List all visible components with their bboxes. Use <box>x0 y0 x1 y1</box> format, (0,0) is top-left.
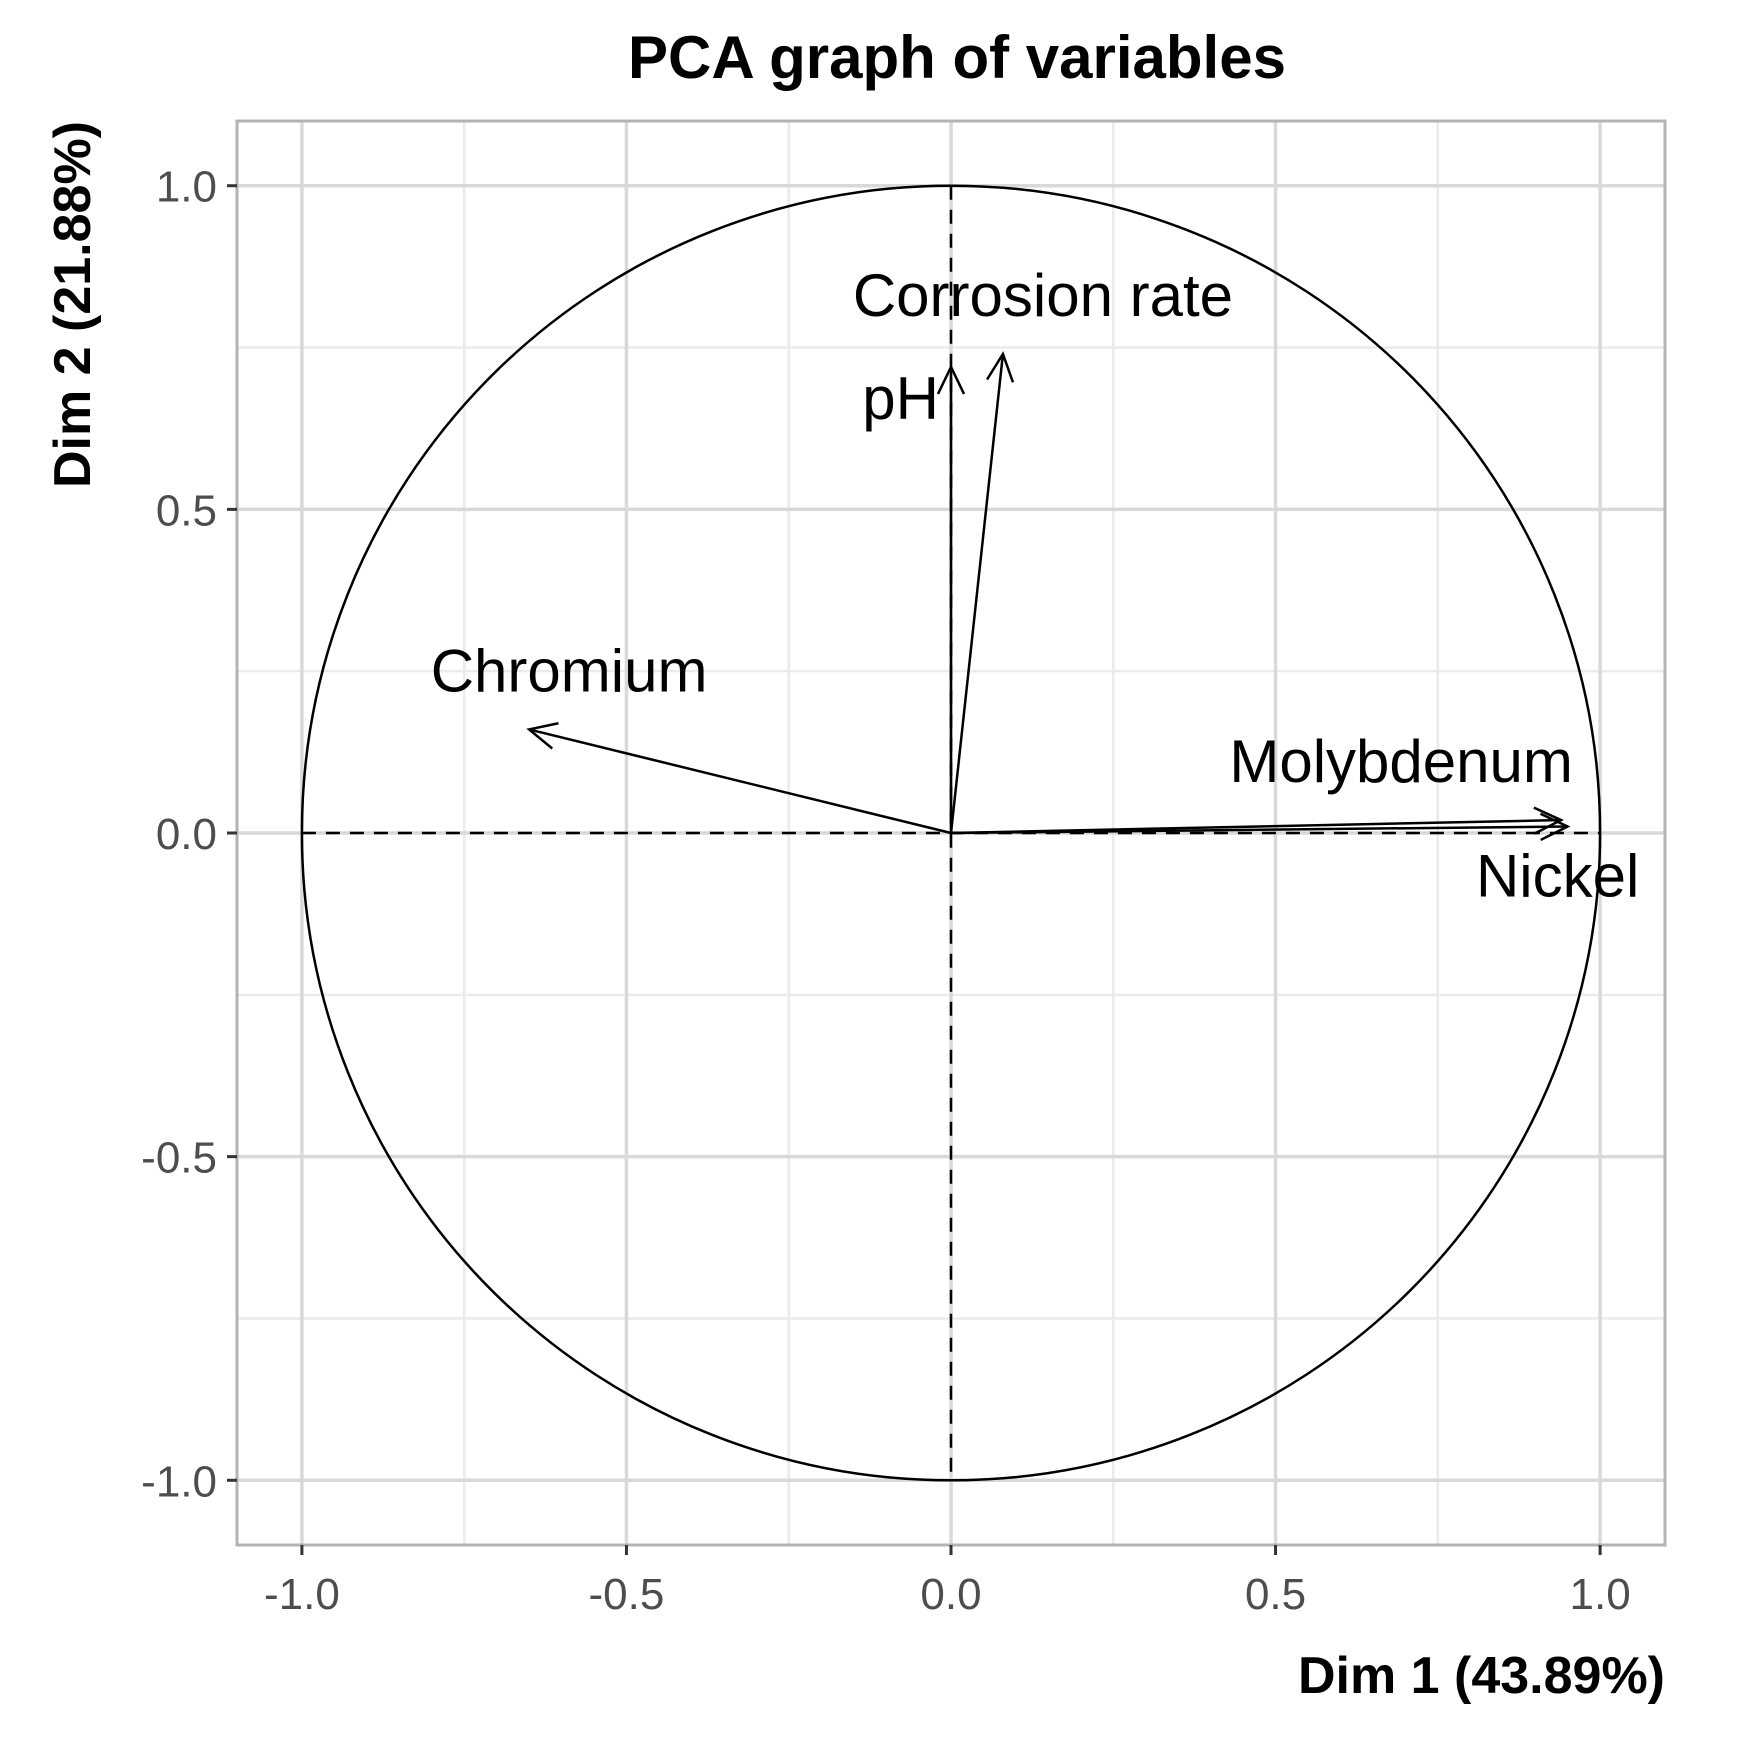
x-tick-label: 0.0 <box>920 1570 981 1619</box>
label-corrosion-rate: Corrosion rate <box>853 262 1233 329</box>
variable-labels: Corrosion rate pH Chromium Molybdenum Nickel <box>431 262 1640 910</box>
arrowhead-ph <box>936 364 966 395</box>
y-tick-label: -1.0 <box>141 1457 217 1506</box>
x-tick-label: 1.0 <box>1570 1570 1631 1619</box>
x-axis-ticks: -1.0 -0.5 0.0 0.5 1.0 <box>264 1545 1631 1619</box>
label-nickel: Nickel <box>1476 843 1639 910</box>
x-tick-label: -1.0 <box>264 1570 340 1619</box>
x-tick-label: -0.5 <box>589 1570 665 1619</box>
arrow-corrosion-rate <box>949 353 1005 834</box>
arrowhead-nickel <box>1539 812 1571 841</box>
y-tick-label: 0.0 <box>156 810 217 859</box>
label-molybdenum: Molybdenum <box>1229 728 1573 795</box>
y-axis-title: Dim 2 (21.88%) <box>44 121 102 488</box>
chart-title: PCA graph of variables <box>628 24 1286 91</box>
y-tick-label: 0.5 <box>156 486 217 535</box>
x-axis-title: Dim 1 (43.89%) <box>1298 1647 1665 1705</box>
x-tick-label: 0.5 <box>1245 1570 1306 1619</box>
arrowhead-chromium <box>526 722 559 750</box>
y-tick-label: -0.5 <box>141 1134 217 1183</box>
variable-arrows <box>526 351 1571 841</box>
label-chromium: Chromium <box>431 637 708 704</box>
arrow-chromium <box>528 728 952 835</box>
y-tick-label: 1.0 <box>156 163 217 212</box>
y-axis-ticks: -1.0 -0.5 0.0 0.5 1.0 <box>141 163 237 1506</box>
arrow-nickel <box>950 825 1568 835</box>
label-ph: pH <box>862 365 939 432</box>
arrowhead-corrosion-rate <box>986 351 1015 383</box>
arrowhead-molybdenum <box>1533 806 1565 835</box>
